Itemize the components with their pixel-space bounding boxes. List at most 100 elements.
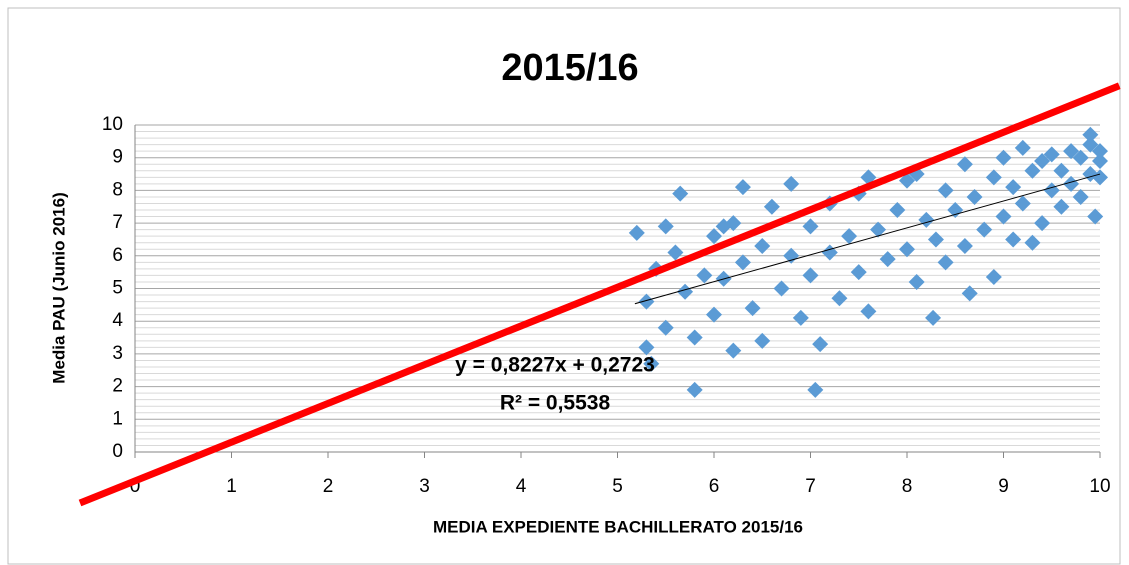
point [947,202,964,219]
y-tick-label: 3 [112,343,123,364]
point [686,381,703,398]
y-tick-label: 10 [102,114,123,135]
point [937,254,954,271]
x-tick-label: 6 [709,476,720,497]
point [985,169,1002,186]
point [1053,198,1070,215]
point [677,283,694,300]
point [1087,208,1104,225]
x-tick-label: 10 [1089,476,1110,497]
point [937,182,954,199]
y-tick-label: 8 [112,179,123,200]
point [889,202,906,219]
point [696,267,713,284]
trendline-equation: y = 0,8227x + 0,2723 [455,354,655,377]
reference-line [78,82,1121,507]
point [966,188,983,205]
point [628,224,645,241]
point [1014,139,1031,156]
y-tick-label: 2 [112,376,123,397]
x-axis-label: MEDIA EXPEDIENTE BACHILLERATO 2015/16 [433,517,803,536]
point [773,280,790,297]
point [1034,152,1051,169]
point [1014,195,1031,212]
point [1043,146,1060,163]
point [657,218,674,235]
x-tick-label: 5 [612,476,623,497]
point [1092,169,1108,186]
point [1024,162,1041,179]
point [841,228,858,245]
y-tick-label: 6 [112,245,123,266]
point [763,198,780,215]
point [976,221,993,238]
point [870,221,887,238]
point [734,179,751,196]
point [1005,231,1022,248]
point [706,228,722,245]
point [927,231,944,248]
point [899,241,915,258]
point [860,303,877,320]
point [831,290,848,307]
point [802,267,819,284]
point [956,156,973,173]
point [1082,126,1099,143]
point [995,149,1012,166]
point [754,332,771,349]
point [783,247,800,264]
point [725,342,742,359]
point [667,244,684,261]
point [1072,149,1089,166]
x-tick-label: 1 [226,476,237,497]
point [734,254,751,271]
point [754,237,771,254]
y-tick-label: 1 [112,408,123,429]
point [638,339,655,356]
point [1063,143,1080,160]
point [899,172,915,189]
point [744,300,761,317]
chart-frame [7,7,1121,565]
point [643,355,660,372]
point [1034,215,1051,232]
point [657,319,674,336]
x-tick-label: 9 [998,476,1009,497]
point [715,218,732,235]
x-tick-label: 3 [419,476,430,497]
point [1082,136,1099,153]
point [1072,188,1089,205]
point [812,336,829,353]
point [802,218,819,235]
point [985,269,1002,286]
y-tick-label: 9 [112,147,123,168]
x-tick-label: 4 [516,476,527,497]
point [792,309,809,326]
point [706,306,722,323]
y-tick-label: 0 [112,441,123,462]
point [672,185,689,202]
x-tick-label: 0 [130,476,141,497]
point [956,237,973,254]
point [925,309,942,326]
point [1024,234,1041,251]
point [879,251,896,268]
y-axis-label: Media PAU (Junio 2016) [49,192,68,383]
point [638,293,655,310]
y-tick-label: 4 [112,310,123,331]
point [1092,143,1108,160]
x-tick-label: 8 [902,476,913,497]
point [1063,175,1080,192]
point [908,273,925,290]
point [686,329,703,346]
chart-title: 2015/16 [501,47,638,89]
point [807,381,824,398]
point [995,208,1012,225]
point [1005,179,1022,196]
x-tick-label: 2 [323,476,334,497]
point [850,264,867,281]
y-tick-label: 5 [112,278,123,299]
point [1092,152,1108,169]
point [1053,162,1070,179]
x-tick-label: 7 [805,476,816,497]
